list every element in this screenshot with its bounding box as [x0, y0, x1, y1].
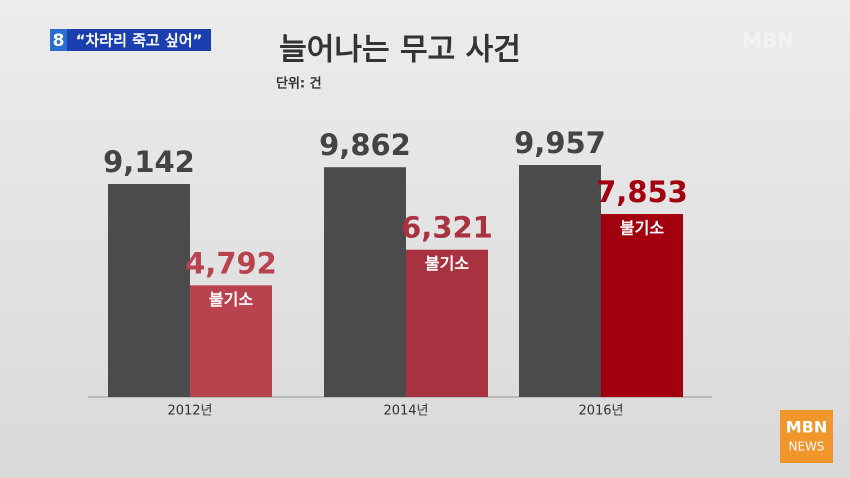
bar [324, 167, 406, 397]
logo: MBN [742, 29, 794, 53]
bar [108, 183, 190, 397]
bar [519, 165, 601, 397]
series-label: 불기소 [209, 290, 253, 309]
value-label: 4,792 [185, 246, 277, 280]
chart-subtitle: 단위: 건 [276, 76, 322, 92]
value-label: 7,853 [596, 175, 688, 209]
x-tick-label: 2016년 [578, 404, 623, 419]
bar [190, 285, 272, 397]
series-label: 불기소 [620, 219, 664, 238]
corner-logo-box [780, 410, 833, 463]
bar [406, 249, 488, 397]
value-label: 9,142 [103, 145, 195, 179]
channel-number: 8 [53, 31, 65, 51]
headline: “차라리 죽고 싶어” [76, 32, 203, 50]
bar [601, 214, 683, 397]
value-label: 9,957 [514, 126, 606, 160]
channel-badge [50, 29, 67, 51]
x-tick-label: 2014년 [383, 404, 428, 419]
corner-logo: MBN [786, 418, 828, 437]
headline-box [67, 29, 211, 51]
value-label: 9,862 [319, 128, 411, 162]
x-tick-label: 2012년 [167, 404, 212, 419]
value-label: 6,321 [401, 211, 493, 245]
series-label: 불기소 [425, 254, 469, 273]
corner-logo-sub: NEWS [788, 440, 824, 454]
chart-title: 늘어나는 무고 사건 [279, 33, 521, 68]
